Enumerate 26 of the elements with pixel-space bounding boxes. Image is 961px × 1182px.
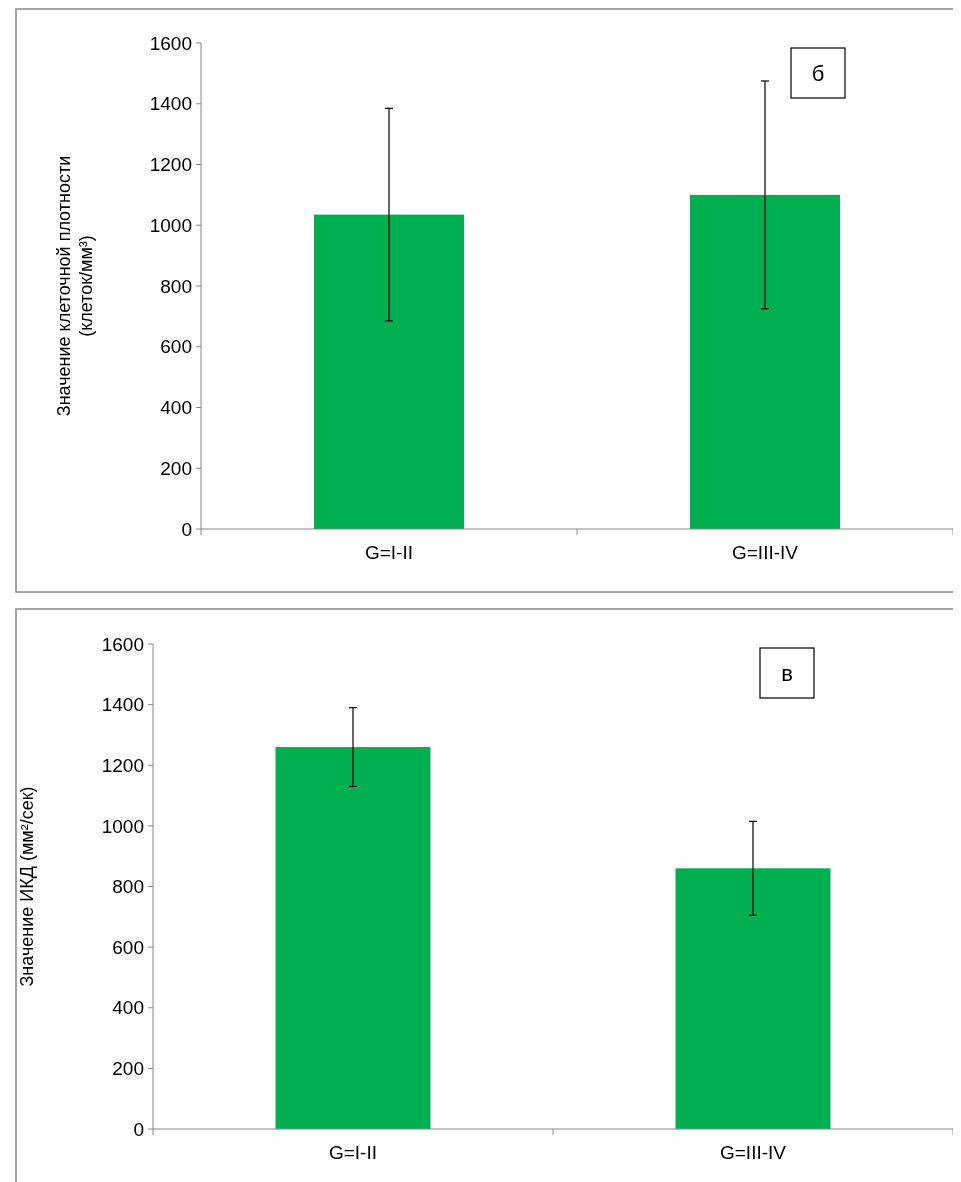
y-tick-label: 1600 (149, 32, 192, 54)
y-tick-label: 600 (160, 336, 192, 358)
x-tick-label: G=III-IV (720, 1142, 787, 1163)
y-tick-label: 200 (112, 1058, 144, 1080)
y-tick-label: 800 (160, 275, 192, 297)
y-tick-label: 600 (112, 936, 144, 958)
y-tick-label: 1000 (101, 815, 144, 837)
x-tick-label: G=III-IV (732, 542, 799, 563)
y-axis-title: Значение клеточной плотности (клеток/мм³) (54, 155, 96, 417)
y-tick-label: 1200 (101, 754, 144, 776)
y-tick-label: 400 (160, 397, 192, 419)
y-tick-label: 400 (112, 997, 144, 1019)
annotation: в (781, 660, 793, 686)
y-tick-label: 0 (133, 1118, 144, 1140)
y-tick-label: 1200 (149, 154, 192, 176)
x-tick-label: G=I-II (364, 542, 414, 563)
y-tick-label: 200 (160, 457, 192, 479)
y-tick-label: 800 (112, 876, 144, 898)
y-tick-label: 1000 (149, 214, 192, 236)
y-tick-label: 1600 (101, 633, 144, 655)
y-tick-label: 1400 (149, 93, 192, 115)
y-tick-label: 1400 (101, 694, 144, 716)
x-tick-label: G=I-II (328, 1142, 378, 1163)
y-axis-title: Значение ИКД (мм²/сек) (17, 786, 37, 987)
y-tick-label: 0 (181, 518, 192, 540)
annotation: б (811, 60, 825, 86)
